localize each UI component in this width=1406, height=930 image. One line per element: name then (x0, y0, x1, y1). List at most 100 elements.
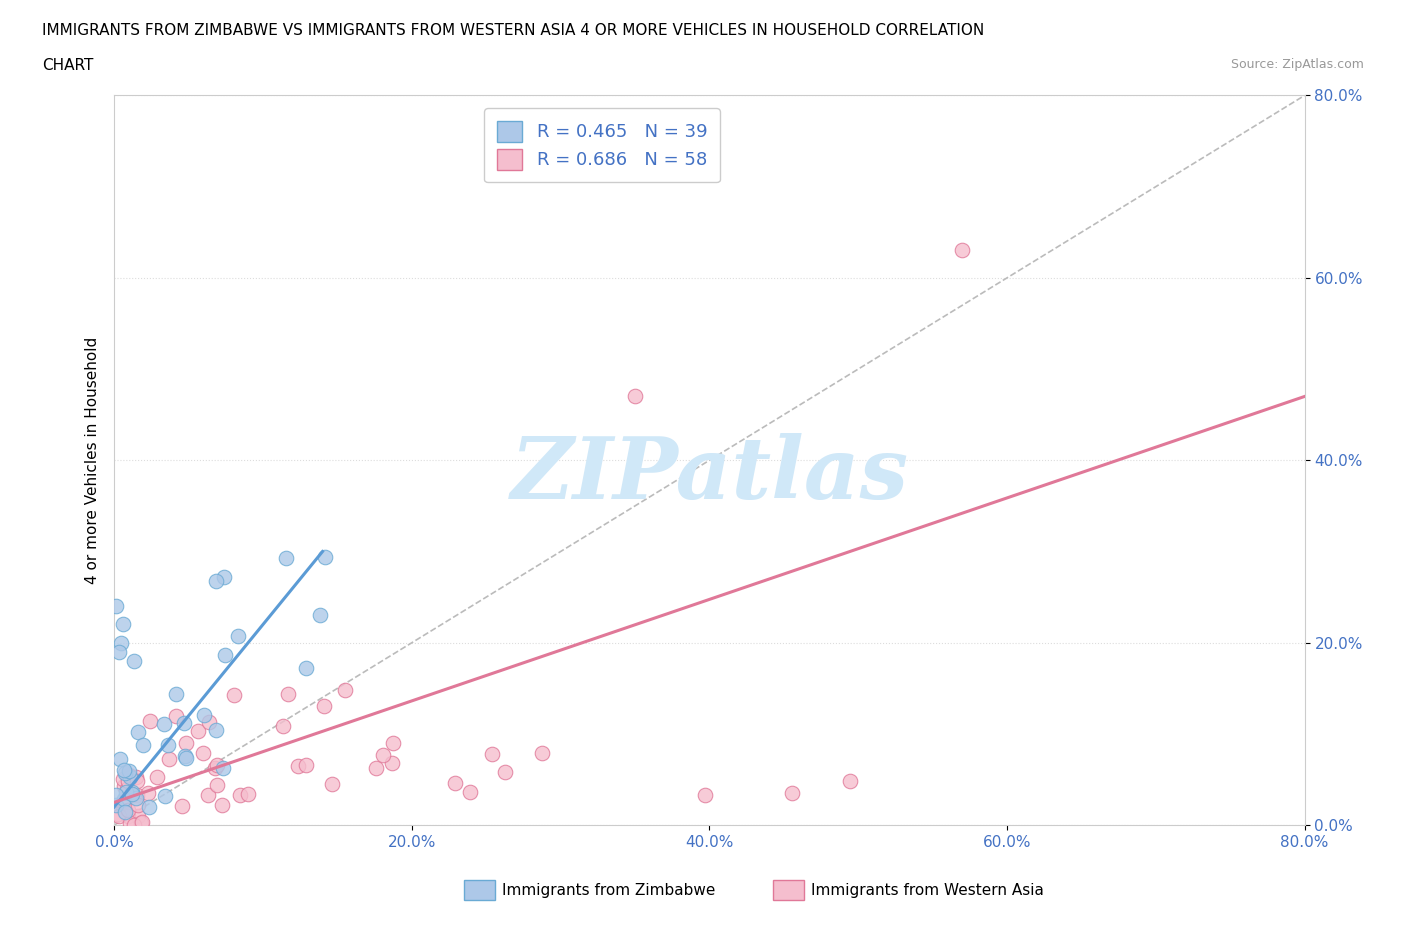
Point (191, 746, 214, 761)
Point (174, 749, 197, 764)
Point (276, 551, 298, 565)
Point (277, 687, 299, 702)
Point (118, 816, 141, 830)
Point (222, 687, 245, 702)
Point (780, 786, 803, 801)
Point (110, 635, 132, 650)
Point (839, 774, 862, 789)
Point (124, 817, 146, 832)
Point (152, 717, 174, 732)
Point (211, 797, 233, 812)
Point (205, 777, 228, 792)
Point (131, 815, 153, 830)
Point (104, 788, 127, 803)
Point (314, 550, 336, 565)
Point (108, 808, 131, 823)
Point (294, 660, 316, 675)
Point (458, 785, 481, 800)
Point (108, 751, 131, 766)
Point (136, 786, 159, 801)
Point (228, 629, 250, 644)
Point (112, 803, 135, 817)
Text: Immigrants from Zimbabwe: Immigrants from Zimbabwe (502, 883, 716, 897)
Point (238, 787, 260, 802)
Point (117, 803, 139, 817)
Point (321, 776, 343, 790)
Point (121, 785, 143, 800)
Point (108, 644, 131, 659)
Text: IMMIGRANTS FROM ZIMBABWE VS IMMIGRANTS FROM WESTERN ASIA 4 OR MORE VEHICLES IN H: IMMIGRANTS FROM ZIMBABWE VS IMMIGRANTS F… (42, 23, 984, 38)
Point (117, 774, 139, 789)
Point (204, 761, 226, 776)
Point (481, 747, 503, 762)
Point (120, 770, 142, 785)
Point (197, 787, 219, 802)
Point (127, 788, 149, 803)
Point (127, 724, 149, 739)
Point (114, 804, 136, 819)
Point (624, 389, 647, 404)
Point (695, 788, 717, 803)
Point (153, 789, 176, 804)
Point (193, 708, 215, 723)
Point (146, 769, 169, 784)
Point (214, 648, 236, 663)
Point (444, 776, 467, 790)
Point (117, 808, 139, 823)
Point (172, 799, 194, 814)
Point (112, 763, 135, 777)
Point (229, 788, 252, 803)
Text: Immigrants from Western Asia: Immigrants from Western Asia (811, 883, 1045, 897)
Point (111, 617, 134, 631)
Point (129, 816, 152, 830)
Text: CHART: CHART (42, 58, 94, 73)
Point (104, 798, 127, 813)
Point (125, 770, 148, 785)
Point (205, 723, 228, 737)
Point (294, 758, 316, 773)
Point (204, 574, 226, 589)
Y-axis label: 4 or more Vehicles in Household: 4 or more Vehicles in Household (86, 337, 100, 584)
Point (335, 683, 357, 698)
Point (157, 751, 180, 766)
Point (530, 746, 553, 761)
Point (165, 686, 187, 701)
Point (118, 764, 141, 778)
Point (127, 774, 149, 789)
Point (112, 793, 135, 808)
Point (121, 787, 143, 802)
Point (115, 781, 138, 796)
Text: ZIPatlas: ZIPatlas (510, 433, 908, 517)
Point (138, 799, 160, 814)
Point (139, 713, 162, 728)
Point (124, 654, 146, 669)
Point (115, 784, 138, 799)
Point (207, 758, 229, 773)
Point (173, 715, 195, 730)
Point (212, 761, 235, 776)
Point (364, 761, 387, 776)
Point (271, 718, 294, 733)
Point (494, 764, 516, 779)
Point (117, 768, 139, 783)
Point (127, 798, 149, 813)
Point (950, 243, 973, 258)
Point (174, 751, 197, 765)
Point (112, 772, 135, 787)
Point (104, 599, 127, 614)
Point (212, 570, 235, 585)
Text: Source: ZipAtlas.com: Source: ZipAtlas.com (1230, 58, 1364, 71)
Point (186, 724, 208, 738)
Legend: R = 0.465   N = 39, R = 0.686   N = 58: R = 0.465 N = 39, R = 0.686 N = 58 (485, 108, 720, 182)
Point (156, 737, 179, 752)
Point (287, 758, 309, 773)
Point (112, 792, 135, 807)
Point (371, 748, 394, 763)
Point (112, 778, 135, 793)
Point (132, 737, 155, 752)
Point (107, 807, 129, 822)
Point (176, 736, 198, 751)
Point (114, 765, 136, 780)
Point (125, 790, 148, 805)
Point (381, 756, 404, 771)
